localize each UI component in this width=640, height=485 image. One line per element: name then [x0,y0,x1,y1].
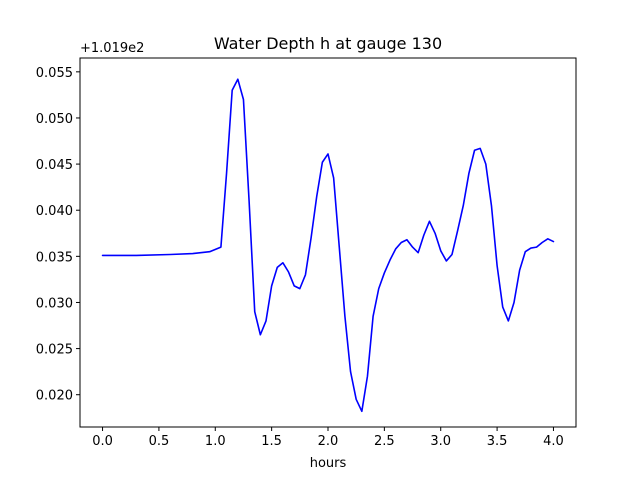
x-tick-label: 3.5 [487,434,508,449]
y-axis-offset-label: +1.019e2 [80,41,144,56]
x-tick-label: 2.5 [374,434,395,449]
series-line-0 [101,78,555,413]
y-tick-label: 0.050 [36,112,73,127]
y-tick-label: 0.045 [36,158,73,173]
y-tick-label: 0.030 [36,296,73,311]
x-tick-label: 3.0 [430,434,451,449]
x-tick-label: 0.5 [149,434,170,449]
x-tick-label: 0.0 [92,434,113,449]
y-tick-label: 0.020 [36,389,73,404]
y-tick-label: 0.025 [36,343,73,358]
x-tick-label: 2.0 [318,434,339,449]
x-tick-label: 1.0 [205,434,226,449]
x-tick-label: 1.5 [261,434,282,449]
x-axis: 0.0 0.5 1.0 1.5 2.0 2.5 3.0 3.5 4.0 [92,427,564,449]
y-tick-label: 0.055 [36,66,73,81]
chart-title: Water Depth h at gauge 130 [214,34,442,53]
y-axis: 0.020 0.025 0.030 0.035 0.040 0.045 0.050 0.055 [36,66,80,404]
x-axis-label: hours [310,456,347,471]
x-tick-label: 4.0 [543,434,564,449]
y-tick-label: 0.040 [36,204,73,219]
y-tick-label: 0.035 [36,250,73,265]
